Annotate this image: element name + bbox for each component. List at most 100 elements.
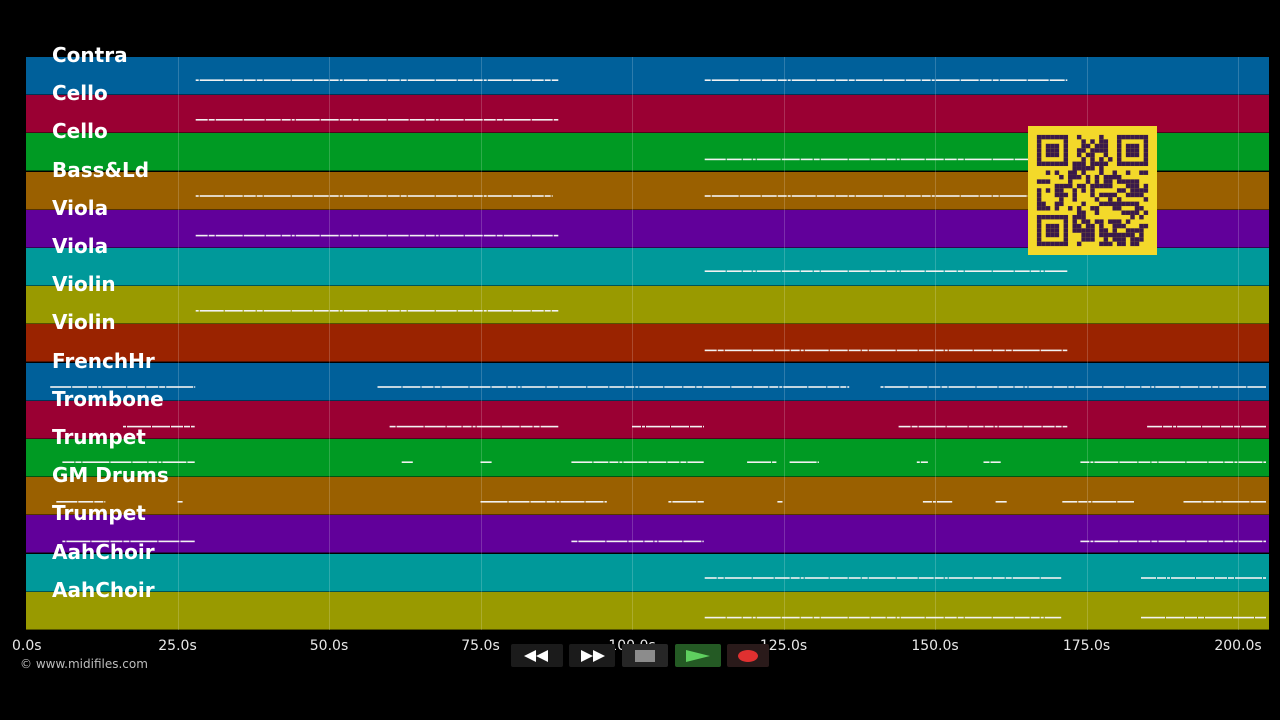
note [1094, 540, 1119, 543]
note [501, 425, 520, 428]
note [948, 576, 973, 579]
note [263, 194, 291, 197]
note [623, 461, 648, 463]
note [409, 234, 425, 237]
note [407, 194, 435, 197]
track-label: Cello [52, 119, 108, 144]
note [995, 501, 1007, 503]
note [339, 79, 343, 81]
note [263, 310, 291, 312]
play-icon [686, 649, 710, 662]
note [957, 270, 964, 272]
note [1202, 501, 1215, 503]
track-lane [26, 477, 1269, 516]
play-button[interactable] [675, 644, 721, 667]
note [896, 270, 900, 272]
note [1234, 540, 1238, 543]
note [922, 501, 932, 503]
note [352, 234, 359, 237]
note [1044, 616, 1062, 619]
note [1062, 349, 1068, 352]
note [1141, 385, 1151, 388]
note [1014, 158, 1030, 161]
note [752, 349, 774, 352]
track-label: Viola [52, 195, 109, 220]
note [130, 540, 158, 543]
note [1241, 425, 1266, 428]
note [848, 576, 861, 579]
note [756, 270, 781, 272]
note [512, 310, 531, 312]
note [487, 194, 512, 197]
note [752, 270, 756, 272]
grid-line [783, 57, 785, 630]
note [861, 349, 868, 352]
note [329, 79, 339, 81]
note [909, 385, 928, 388]
note [883, 79, 905, 81]
note [868, 349, 896, 352]
note [473, 194, 483, 197]
grid-line [632, 57, 633, 630]
note [774, 349, 790, 352]
note [546, 385, 559, 388]
note [1030, 270, 1040, 272]
note [439, 119, 464, 121]
note [256, 79, 263, 81]
note [870, 158, 886, 161]
note [1088, 501, 1092, 503]
note [295, 234, 320, 237]
note [496, 234, 503, 237]
note [503, 234, 531, 237]
note [464, 119, 483, 121]
note [752, 576, 774, 579]
note [1158, 540, 1186, 543]
note [1062, 425, 1068, 428]
note [979, 79, 992, 81]
note [964, 270, 992, 272]
note [628, 540, 644, 543]
note [883, 194, 905, 197]
note [1094, 461, 1119, 463]
note [704, 616, 726, 619]
note [896, 616, 900, 619]
note [199, 194, 224, 197]
track-label: Trombone [52, 386, 164, 411]
note [992, 616, 1014, 619]
note [671, 425, 689, 428]
note [680, 461, 687, 463]
fast-forward-button[interactable] [569, 644, 615, 667]
note [1198, 616, 1204, 619]
note [781, 158, 800, 161]
note [1158, 461, 1186, 463]
note [928, 385, 941, 388]
note [464, 234, 483, 237]
rewind-button[interactable] [511, 644, 563, 667]
note [368, 194, 387, 197]
note [905, 194, 921, 197]
track-label: Viola [52, 234, 109, 258]
note [1080, 540, 1090, 543]
note [1228, 576, 1234, 579]
note [243, 79, 256, 81]
note [1014, 270, 1030, 272]
note [1090, 461, 1094, 463]
record-button[interactable] [727, 644, 769, 667]
note [1005, 349, 1012, 352]
note [483, 234, 496, 237]
note [544, 79, 551, 81]
note [609, 385, 625, 388]
note [1053, 385, 1068, 388]
note [1103, 385, 1125, 388]
note [1080, 461, 1090, 463]
note [1224, 540, 1234, 543]
track-label: GM Drums [52, 463, 169, 488]
note [683, 540, 702, 543]
note [343, 79, 368, 81]
note [911, 425, 918, 428]
note [1238, 461, 1263, 463]
note [520, 425, 533, 428]
note [1183, 501, 1202, 503]
stop-button[interactable] [622, 644, 668, 667]
note [148, 461, 158, 463]
